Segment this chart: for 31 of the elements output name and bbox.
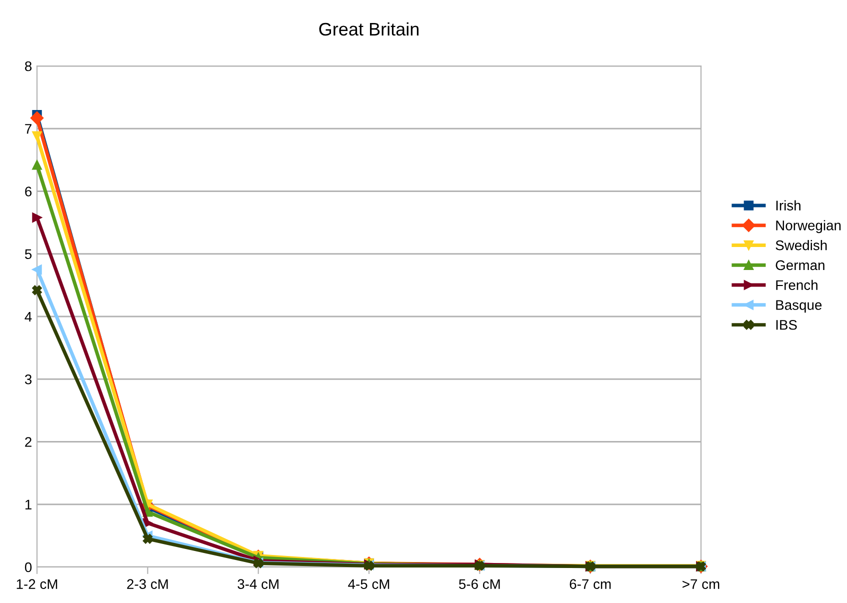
point	[32, 212, 42, 222]
y-tick-label: 7	[25, 124, 32, 134]
point	[32, 131, 42, 141]
legend-label: Irish	[776, 200, 800, 210]
y-tick-label: 8	[25, 61, 32, 72]
x-tick-label: 6-7 cm	[570, 579, 611, 590]
legend-label: IBS	[776, 320, 797, 330]
y-tick-label: 2	[25, 437, 32, 447]
y-tick-label: 6	[25, 186, 32, 196]
legend-label: Swedish	[776, 240, 827, 250]
x-tick-label: 5-6 cM	[459, 579, 500, 590]
legend-label: Norwegian	[776, 220, 841, 234]
point	[142, 534, 153, 544]
point	[32, 264, 42, 274]
point	[30, 111, 44, 125]
y-tick-label: 3	[24, 374, 32, 384]
legend-label: Basque	[776, 300, 822, 313]
y-tick-label: 1	[25, 500, 32, 510]
x-tick-label: 1-2 cM	[16, 579, 58, 590]
point	[32, 285, 42, 296]
y-tick-label: 4	[24, 312, 32, 322]
x-tick-label: >7 cm	[682, 579, 720, 590]
legend-label: French	[776, 280, 818, 290]
legend-label: German	[776, 260, 824, 270]
chart-title: Great Britain	[319, 22, 419, 36]
x-tick-label: 2-3 cM	[127, 579, 168, 590]
x-tick-label: 4-5 cM	[348, 579, 390, 590]
x-tick-label: 3-4 cM	[238, 579, 278, 590]
point	[32, 160, 42, 170]
y-tick-label: 5	[24, 249, 32, 260]
y-tick-label: 0	[24, 562, 32, 572]
